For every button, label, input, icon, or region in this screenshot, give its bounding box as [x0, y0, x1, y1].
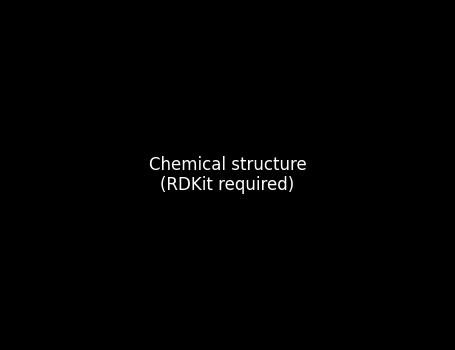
Text: Chemical structure
(RDKit required): Chemical structure (RDKit required) [149, 156, 306, 194]
